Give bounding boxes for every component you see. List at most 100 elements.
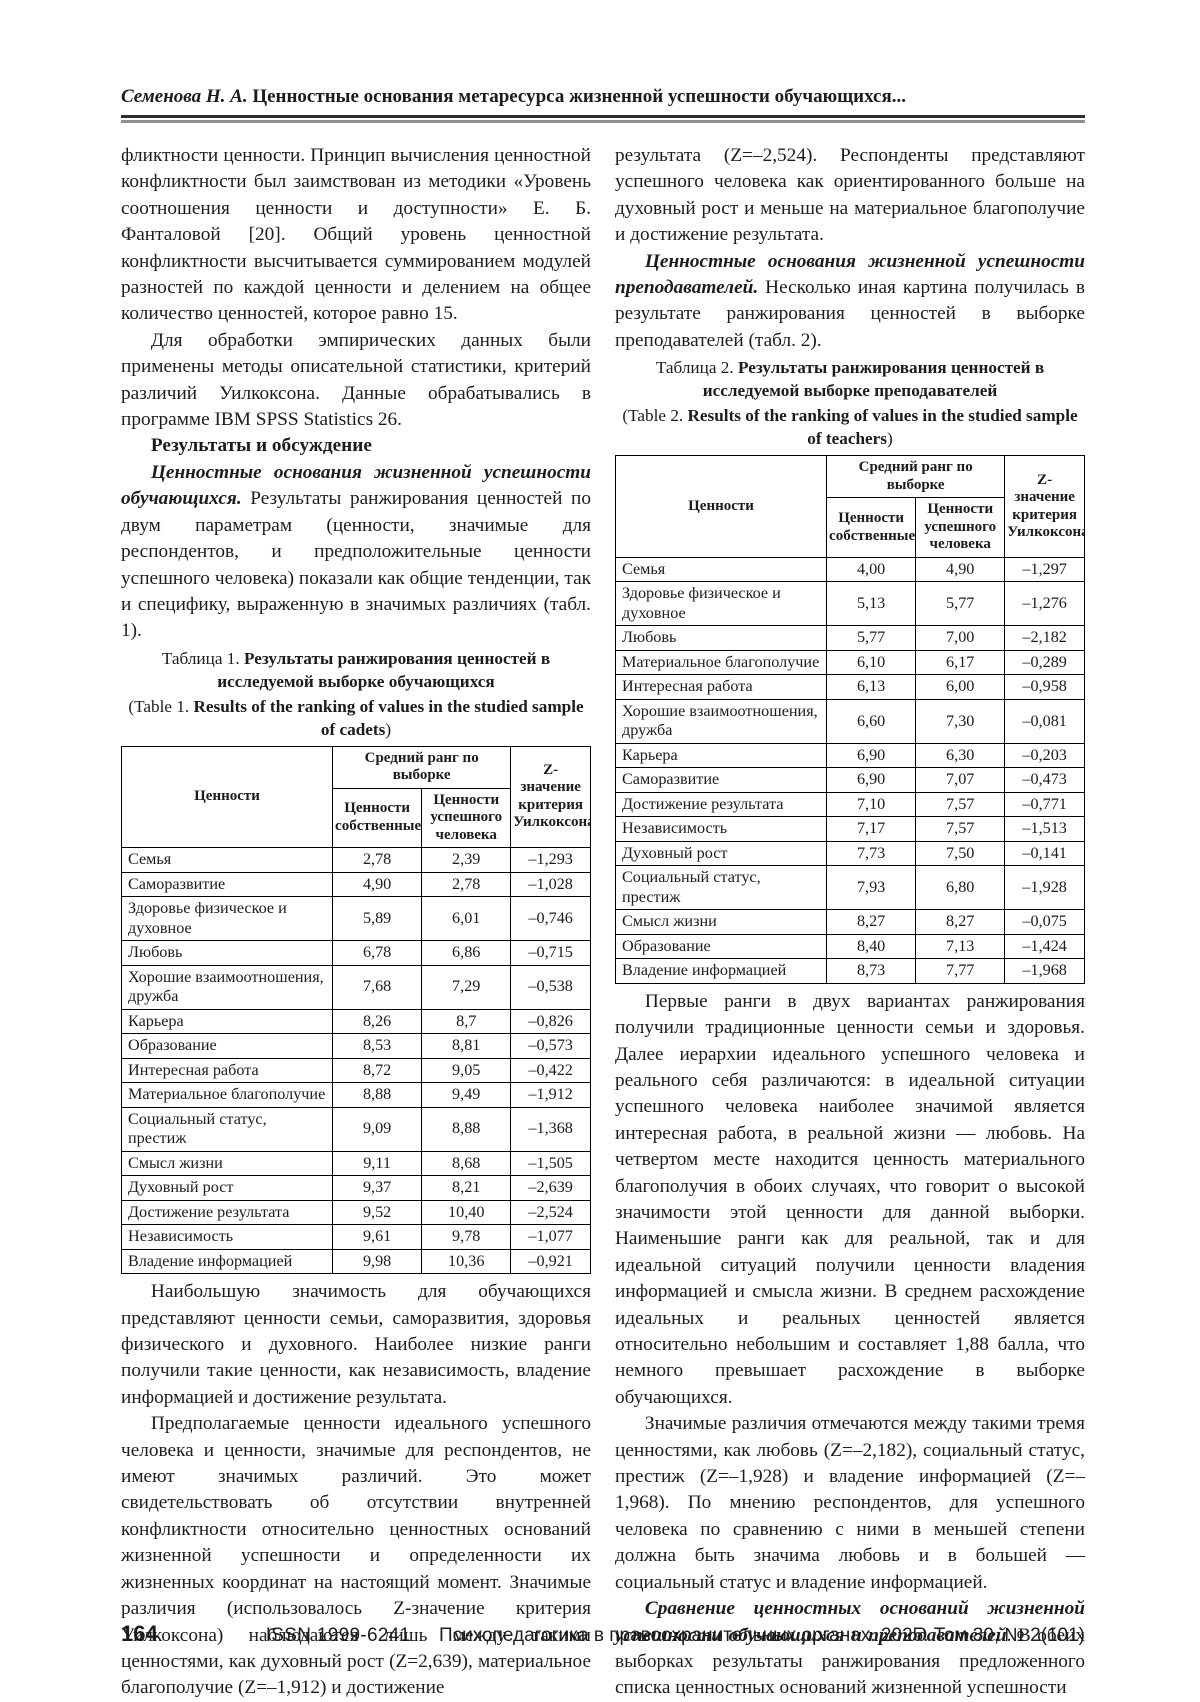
ideal-rank-cell: 8,88 [421, 1106, 512, 1152]
z-value-cell: –0,075 [1004, 909, 1085, 935]
value-name-cell: Любовь [614, 625, 828, 651]
z-value-cell: –1,028 [510, 871, 591, 898]
own-rank-cell: 9,61 [332, 1224, 423, 1250]
z-value-cell: –0,573 [510, 1033, 591, 1059]
section-heading-results: Результаты и обсуждение [150, 435, 372, 457]
table-row: Здоровье физическое и духовное 5,13 5,77… [614, 581, 1085, 627]
paragraph: Предполагаемые ценности идеального успеш… [121, 1413, 591, 1699]
table-row: Материальное благополучие 6,10 6,17 –0,2… [614, 649, 1085, 676]
ideal-rank-cell: 7,77 [915, 958, 1006, 984]
ideal-rank-cell: 7,13 [915, 933, 1006, 960]
value-name-cell: Социальный статус, престиж [120, 1106, 334, 1152]
value-name-cell: Образование [614, 933, 828, 960]
own-rank-cell: 7,17 [826, 816, 917, 842]
caption-title: Results of the ranking of values in the … [687, 406, 1078, 449]
table-row: Достижение результата 9,52 10,40 –2,524 [120, 1199, 591, 1226]
table-row: Здоровье физическое и духовное 5,89 6,01… [120, 896, 591, 942]
value-name-cell: Саморазвитие [614, 767, 828, 793]
z-value-cell: –0,771 [1004, 791, 1085, 818]
issn-label: ISSN 1999-6241 [265, 1625, 411, 1646]
ideal-rank-cell: 7,07 [915, 767, 1006, 793]
own-rank-cell: 9,11 [332, 1150, 423, 1177]
value-name-cell: Владение информацией [614, 958, 828, 984]
col-header-values: Ценности [614, 455, 828, 558]
table-row: Владение информацией 8,73 7,77 –1,968 [614, 958, 1085, 984]
two-column-body: фликтности ценности. Принцип вычисления … [120, 143, 1085, 1702]
table-row: Независимость 7,17 7,57 –1,513 [614, 816, 1085, 842]
z-value-cell: –0,081 [1004, 698, 1085, 744]
ideal-rank-cell: 8,81 [421, 1033, 512, 1059]
z-value-cell: –0,422 [510, 1057, 591, 1084]
ideal-rank-cell: 6,80 [915, 865, 1006, 911]
z-value-cell: –1,505 [510, 1150, 591, 1177]
own-rank-cell: 8,40 [826, 933, 917, 960]
table-row: Хорошие взаимоотношения, дружба 6,60 7,3… [614, 698, 1085, 744]
z-value-cell: –1,424 [1004, 933, 1085, 960]
z-value-cell: –1,368 [510, 1106, 591, 1152]
ideal-rank-cell: 6,17 [915, 649, 1006, 676]
running-head-author: Семенова Н. А. [121, 86, 248, 107]
table-row: Духовный рост 7,73 7,50 –0,141 [614, 840, 1085, 867]
value-name-cell: Материальное благополучие [120, 1082, 334, 1108]
table-row: Образование 8,53 8,81 –0,573 [120, 1033, 591, 1059]
own-rank-cell: 4,90 [332, 871, 423, 898]
value-name-cell: Образование [120, 1033, 334, 1059]
z-value-cell: –0,538 [510, 964, 591, 1010]
page-footer: 164 ISSN 1999-6241 Психопедагогика в пра… [121, 1621, 1085, 1647]
own-rank-cell: 4,00 [826, 556, 917, 583]
caption-prefix: (Table 2. [622, 406, 684, 426]
own-rank-cell: 5,89 [332, 896, 423, 942]
value-name-cell: Достижение результата [614, 791, 828, 818]
ideal-rank-cell: 10,40 [421, 1199, 512, 1226]
table2-caption-ru: Таблица 2. Результаты ранжирования ценно… [615, 356, 1085, 402]
value-name-cell: Духовный рост [614, 840, 828, 867]
paragraph-text: Несколько иная картина получилась в резу… [615, 277, 1085, 351]
paragraph: результата (Z=–2,524). Респонденты предс… [615, 145, 1085, 246]
ideal-rank-cell: 7,00 [915, 625, 1006, 651]
z-value-cell: –1,077 [510, 1224, 591, 1250]
paragraph: Значимые различия отмечаются между таким… [615, 1413, 1085, 1593]
table-row: Саморазвитие 6,90 7,07 –0,473 [614, 767, 1085, 793]
ideal-rank-cell: 7,57 [915, 816, 1006, 842]
header-rule-gray [121, 120, 1085, 123]
z-value-cell: –0,746 [510, 896, 591, 942]
page-number: 164 [121, 1621, 158, 1646]
own-rank-cell: 8,73 [826, 958, 917, 984]
col-header-mean-rank: Средний ранг по выборке [332, 745, 512, 789]
z-value-cell: –0,289 [1004, 649, 1085, 676]
table-row: Смысл жизни 8,27 8,27 –0,075 [614, 909, 1085, 935]
table-row: Смысл жизни 9,11 8,68 –1,505 [120, 1150, 591, 1177]
paragraph: Сравнение ценностных оснований жизненной… [615, 1596, 1085, 1702]
table-row: Достижение результата 7,10 7,57 –0,771 [614, 791, 1085, 818]
table-row: Любовь 5,77 7,00 –2,182 [614, 625, 1085, 651]
table-row: Духовный рост 9,37 8,21 –2,639 [120, 1175, 591, 1201]
value-name-cell: Независимость [614, 816, 828, 842]
values-table-teachers: Ценности Средний ранг по выборке Z-значе… [614, 455, 1085, 984]
z-value-cell: –0,958 [1004, 674, 1085, 700]
table2-caption-en: (Table 2. Results of the ranking of valu… [615, 404, 1085, 450]
ideal-rank-cell: 9,49 [421, 1082, 512, 1108]
value-name-cell: Хорошие взаимоотношения, дружба [120, 964, 334, 1010]
own-rank-cell: 7,93 [826, 865, 917, 911]
caption-title: Results of the ranking of values in the … [193, 696, 584, 739]
value-name-cell: Достижение результата [120, 1199, 334, 1226]
ideal-rank-cell: 6,01 [421, 896, 512, 942]
ideal-rank-cell: 7,30 [915, 698, 1006, 744]
own-rank-cell: 9,98 [332, 1248, 423, 1275]
ideal-rank-cell: 7,50 [915, 840, 1006, 867]
ideal-rank-cell: 6,00 [915, 674, 1006, 700]
own-rank-cell: 8,88 [332, 1082, 423, 1108]
col-header-z: Z-значение критерия Уилкоксона [1004, 455, 1085, 558]
table-row: Интересная работа 6,13 6,00 –0,958 [614, 674, 1085, 700]
ideal-rank-cell: 9,05 [421, 1057, 512, 1084]
value-name-cell: Саморазвитие [120, 871, 334, 898]
table1-caption-ru: Таблица 1. Результаты ранжирования ценно… [121, 647, 591, 693]
ideal-rank-cell: 4,90 [915, 556, 1006, 583]
paragraph: Ценностные основания жизненной успешност… [121, 460, 591, 645]
own-rank-cell: 6,60 [826, 698, 917, 744]
z-value-cell: –0,921 [510, 1248, 591, 1275]
ideal-rank-cell: 8,68 [421, 1150, 512, 1177]
value-name-cell: Карьера [120, 1008, 334, 1035]
ideal-rank-cell: 7,29 [421, 964, 512, 1010]
